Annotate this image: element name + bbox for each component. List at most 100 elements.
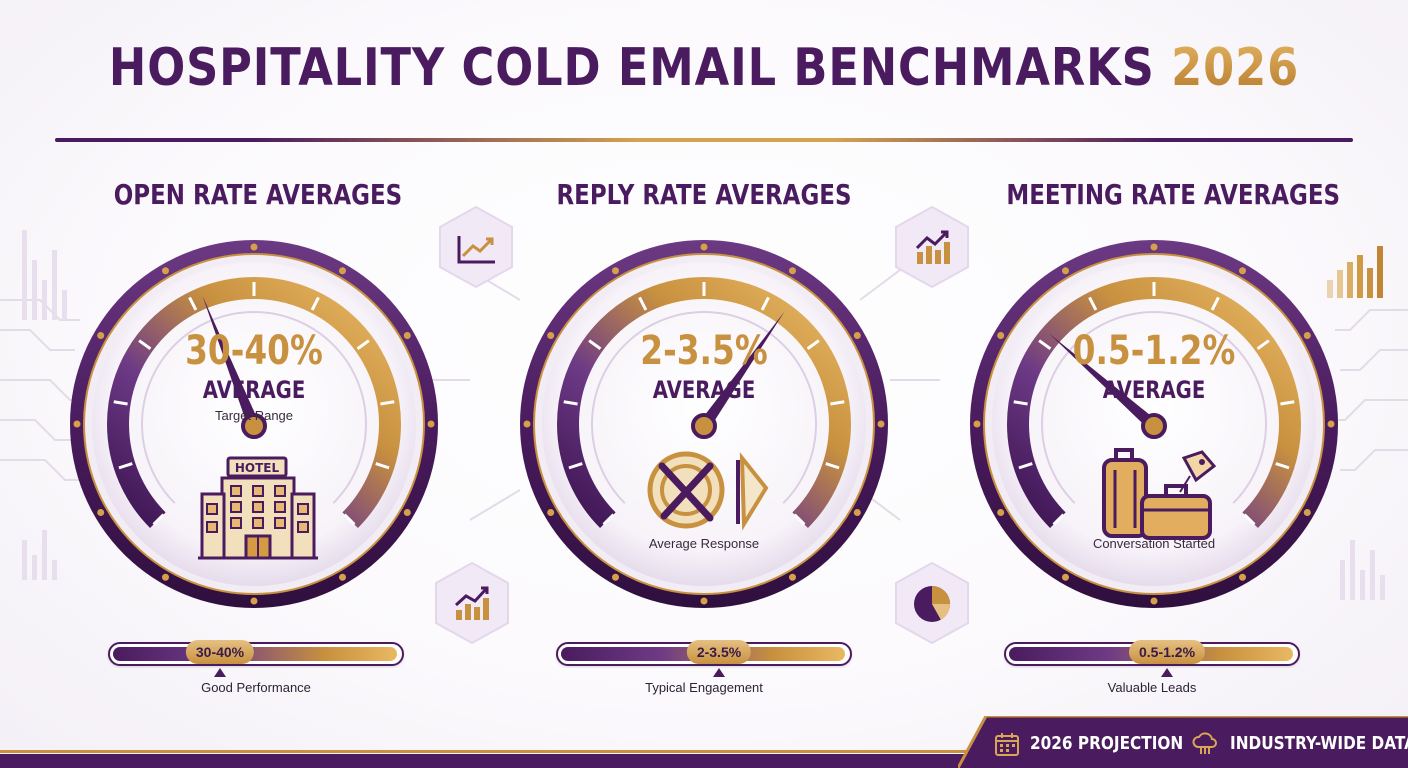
bezel-dot	[997, 509, 1005, 516]
footer-panel	[958, 716, 1408, 768]
benchmark-bar-reply-rate: 2-3.5% Typical Engagement	[556, 640, 852, 722]
bezel-dot	[339, 573, 346, 581]
bezel-dot	[1062, 573, 1069, 581]
gauge-tick	[118, 462, 133, 470]
gauge-needle	[1048, 333, 1158, 431]
gauge-caption: Conversation Started	[1092, 536, 1216, 551]
gauge-tick	[760, 296, 770, 311]
bezel-dot	[73, 420, 81, 428]
bar-marker-icon	[1161, 668, 1173, 677]
gauge-tick	[375, 462, 390, 470]
bar-marker-icon	[214, 668, 226, 677]
title-main: HOSPITALITY COLD EMAIL BENCHMARKS	[108, 38, 1155, 98]
gauge-needle-hub	[691, 413, 717, 439]
badge-pie-chart	[893, 560, 971, 646]
gauge-tick	[343, 513, 356, 526]
heading-open-rate: OPEN RATE AVERAGES	[113, 178, 403, 211]
bezel-dot	[853, 509, 861, 516]
hotel-icon: HOTEL	[198, 456, 318, 560]
gauge-tick	[188, 296, 198, 311]
gauge-tick	[830, 400, 845, 406]
gauge-needle	[202, 295, 260, 429]
heading-meeting-rate: MEETING RATE AVERAGES	[1006, 178, 1341, 211]
gauge-meeting-rate: 0.5-1.2% AVERAGE Conversation Started	[966, 236, 1342, 612]
gauge-needle	[699, 311, 785, 430]
bezel-dot	[1150, 243, 1158, 251]
bar-value-pill: 0.5-1.2%	[1128, 640, 1206, 664]
bezel-dot	[1239, 267, 1246, 275]
footer-industry-data: INDUSTRY-WIDE DATA	[1230, 733, 1408, 754]
gauge-tick	[602, 513, 615, 526]
bezel-dot	[162, 573, 169, 581]
bezel-dot	[97, 509, 105, 516]
bezel-dot	[973, 420, 981, 428]
gauge-tick	[1243, 513, 1256, 526]
gauge-tick	[152, 513, 165, 526]
gauge-tick	[825, 462, 840, 470]
title-year: 2026	[1171, 38, 1300, 98]
bezel-dot	[877, 420, 885, 428]
gauge-tick	[1018, 462, 1033, 470]
bezel-dot	[1062, 267, 1069, 275]
bezel-dot	[1303, 509, 1311, 516]
badge-bar-chart	[893, 204, 971, 290]
gauge-inner-ring	[591, 311, 817, 504]
gauge-tick	[806, 339, 820, 350]
badge-bar-trend	[433, 560, 511, 646]
pie-chart-icon	[914, 586, 951, 622]
gauge-tick	[138, 339, 152, 350]
bezel-dot	[547, 509, 555, 516]
bezel-dot	[789, 573, 796, 581]
bezel-dot	[250, 597, 258, 605]
bezel-dot	[403, 332, 411, 339]
bar-label: Valuable Leads	[1107, 680, 1197, 695]
gauge-needle-hub	[1141, 413, 1167, 439]
bar-trend-icon	[454, 586, 489, 620]
bezel-dot	[97, 332, 105, 339]
plate-fork-knife-icon	[647, 451, 769, 531]
bar-track	[108, 642, 404, 666]
gauge-reply-rate: 2-3.5% AVERAGE Average Response	[516, 236, 892, 612]
gauge-tick	[1088, 296, 1098, 311]
gauge-tick	[1256, 339, 1270, 350]
gauge-open-rate: 30-40% AVERAGE Target Range HOTEL	[66, 236, 442, 612]
bezel-dot	[1150, 597, 1158, 605]
heading-reply-rate: REPLY RATE AVERAGES	[556, 178, 852, 211]
gauge-value: 30-40%	[185, 328, 323, 374]
gauge-tick	[380, 400, 395, 406]
gauge-tick	[568, 462, 583, 470]
badge-line-chart	[437, 204, 515, 290]
benchmark-bar-meeting-rate: 0.5-1.2% Valuable Leads	[1004, 640, 1300, 722]
gauge-dial	[70, 240, 438, 608]
footer-projection: 2026 PROJECTION	[1030, 733, 1184, 754]
gauge-average-label: AVERAGE	[652, 376, 756, 404]
bezel-dot	[853, 332, 861, 339]
bezel-dot	[700, 597, 708, 605]
calendar-icon	[995, 733, 1019, 756]
bezel-dot	[1303, 332, 1311, 339]
gauge-inner-ring	[141, 311, 367, 504]
gauge-tick	[793, 513, 806, 526]
benchmark-bar-open-rate: 30-40% Good Performance	[108, 640, 404, 722]
hotel-sign-text: HOTEL	[235, 461, 280, 475]
bezel-dot	[403, 509, 411, 516]
gauge-tick	[588, 339, 602, 350]
luggage-icon	[1102, 448, 1217, 540]
title-divider	[55, 138, 1353, 142]
gauge-tick	[1052, 513, 1065, 526]
gauge-tick	[1210, 296, 1220, 311]
bezel-dot	[612, 573, 619, 581]
bar-fill	[113, 647, 397, 661]
gauge-caption: Average Response	[648, 536, 760, 551]
gauge-tick	[563, 400, 578, 406]
gauge-tick	[638, 296, 648, 311]
gauge-tick	[1275, 462, 1290, 470]
gauge-tick	[356, 339, 370, 350]
bezel-dot	[547, 332, 555, 339]
bezel-dot	[162, 267, 169, 275]
gauge-sub-label: Target Range	[214, 408, 294, 423]
gauge-tick	[1013, 400, 1028, 406]
gauge-inner-ring	[1041, 311, 1267, 504]
bezel-dot	[523, 420, 531, 428]
bezel-dot	[1327, 420, 1335, 428]
